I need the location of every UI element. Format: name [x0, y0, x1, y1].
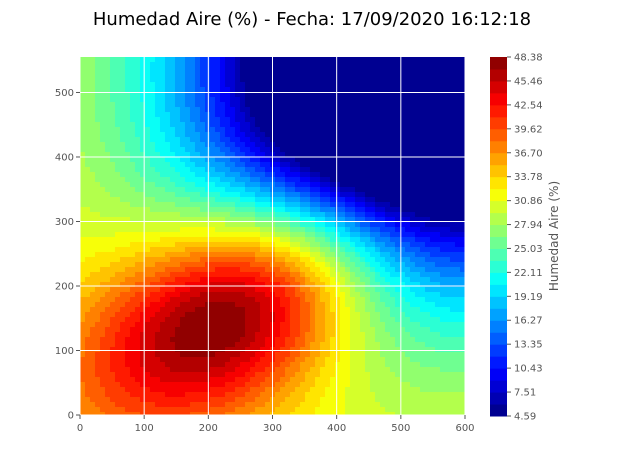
y-tick-label: 0 [68, 411, 74, 422]
colorbar-tick-label: 39.62 [514, 124, 543, 135]
y-tick-label: 500 [55, 88, 74, 99]
colorbar-tick-label: 30.86 [514, 196, 543, 207]
colorbar-band [490, 128, 507, 142]
colorbar-band [490, 248, 507, 261]
colorbar-band [490, 320, 507, 333]
axes: 0 100 200 300 400 500 600 0 100 200 300 400 500 [55, 88, 475, 434]
colorbar-band [490, 404, 507, 417]
colorbar-band [490, 308, 507, 321]
colorbar-label: Humedad Aire (%) [547, 181, 561, 291]
colorbar-band [490, 57, 507, 70]
colorbar-tick-label: 22.11 [514, 268, 543, 279]
y-tick-label: 400 [55, 152, 74, 163]
colorbar-tick-label: 7.51 [514, 388, 536, 399]
colorbar-band [490, 104, 507, 118]
colorbar-band [490, 164, 507, 178]
x-tick-label: 400 [327, 423, 346, 434]
colorbar-band [490, 152, 507, 166]
x-tick-label: 300 [263, 423, 282, 434]
colorbar-tick-label: 45.46 [514, 76, 543, 87]
colorbar-band [490, 140, 507, 154]
colorbar-band [490, 68, 507, 82]
chart-title: Humedad Aire (%) - Fecha: 17/09/2020 16:… [93, 9, 531, 30]
colorbar-tick-label: 27.94 [514, 220, 543, 231]
colorbar-band [490, 80, 507, 94]
colorbar-band [490, 224, 507, 237]
colorbar: 48.38 45.46 42.54 39.62 36.70 33.78 30.86 27.94… [490, 53, 543, 423]
colorbar-band [490, 116, 507, 130]
colorbar-tick-label: 25.03 [514, 244, 543, 255]
y-tick-label: 100 [55, 346, 74, 357]
colorbar-band [490, 272, 507, 285]
colorbar-band [490, 260, 507, 273]
colorbar-tick-label: 16.27 [514, 316, 543, 327]
colorbar-band [490, 380, 507, 393]
colorbar-tick-label: 4.59 [514, 412, 536, 423]
colorbar-band [490, 92, 507, 106]
colorbar-band [490, 332, 507, 345]
colorbar-band [490, 368, 507, 381]
colorbar-tick-label: 19.19 [514, 292, 543, 303]
colorbar-tick-label: 33.78 [514, 172, 543, 183]
colorbar-tick-label: 13.35 [514, 340, 543, 351]
x-tick-label: 500 [391, 423, 410, 434]
colorbar-tick-label: 42.54 [514, 100, 543, 111]
x-tick-label: 100 [135, 423, 154, 434]
x-tick-label: 600 [455, 423, 474, 434]
x-tick-label: 200 [199, 423, 218, 434]
colorbar-band [490, 236, 507, 249]
colorbar-band [490, 356, 507, 369]
colorbar-band [490, 200, 507, 214]
colorbar-band [490, 344, 507, 357]
x-tick-label: 0 [77, 423, 83, 434]
colorbar-band [490, 176, 507, 190]
y-tick-label: 200 [55, 281, 74, 292]
colorbar-band [490, 212, 507, 226]
colorbar-tick-label: 10.43 [514, 364, 543, 375]
colorbar-tick-label: 48.38 [514, 53, 543, 64]
colorbar-tick-label: 36.70 [514, 148, 543, 159]
colorbar-band [490, 392, 507, 405]
colorbar-band [490, 188, 507, 202]
plot-area [80, 57, 465, 415]
colorbar-band [490, 296, 507, 309]
y-tick-label: 300 [55, 217, 74, 228]
colorbar-band [490, 284, 507, 297]
